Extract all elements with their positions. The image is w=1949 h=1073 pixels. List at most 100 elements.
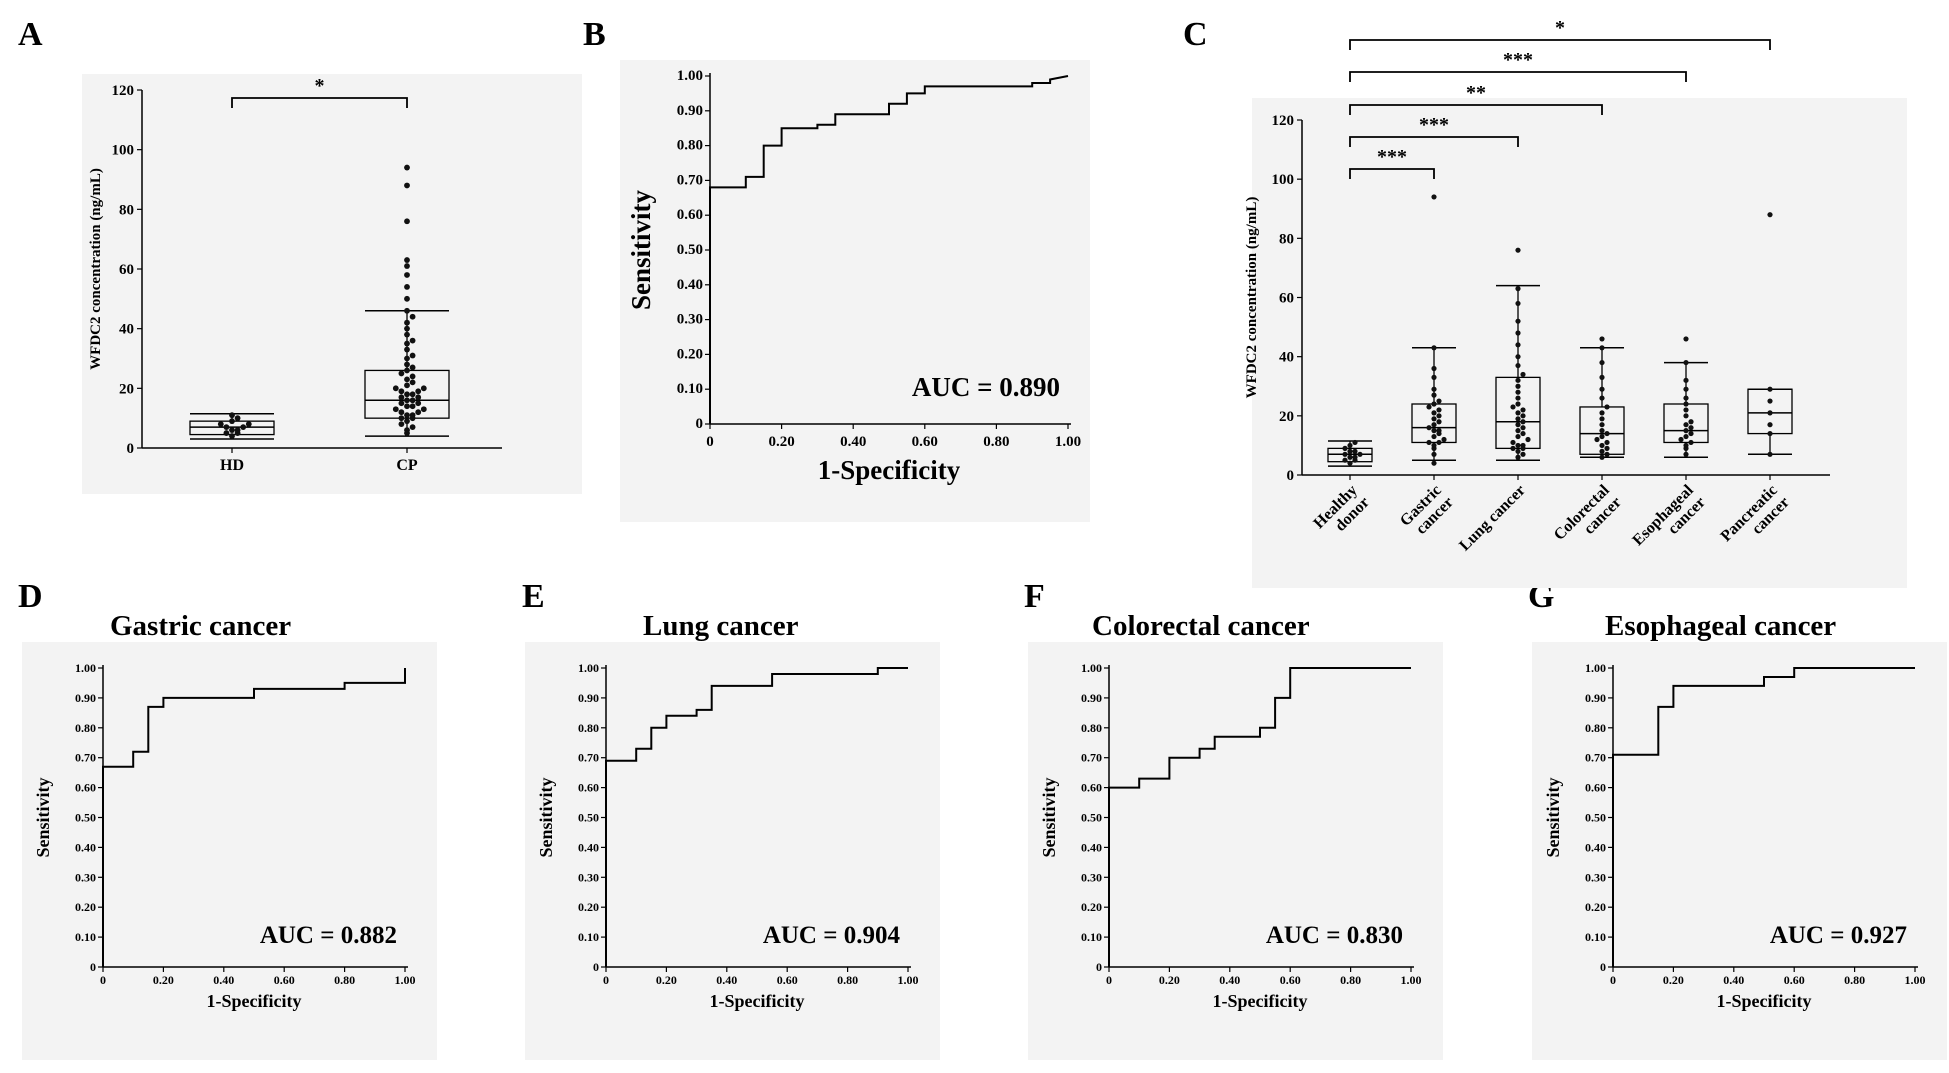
y-tick-label: 1.00 (578, 661, 599, 675)
panel-letter-a: A (18, 16, 43, 53)
significance-bracket (1349, 104, 1603, 115)
data-point (1688, 419, 1694, 425)
data-point (409, 403, 416, 410)
data-point (409, 397, 416, 404)
data-point (404, 307, 410, 314)
data-point (1683, 336, 1689, 342)
data-point (1431, 428, 1437, 434)
data-point (409, 373, 416, 380)
data-point (1599, 374, 1605, 380)
data-point (1767, 451, 1773, 457)
data-point (1599, 416, 1605, 422)
data-point (409, 337, 416, 344)
data-point (1515, 410, 1521, 416)
y-tick-label: 0.30 (1585, 870, 1606, 884)
x-tick-label: 1.00 (395, 973, 416, 987)
data-point (1683, 359, 1689, 366)
data-point (404, 164, 410, 171)
significance-label: *** (1377, 146, 1407, 168)
roc-curve (1612, 667, 1915, 967)
y-tick-label: 0.10 (75, 930, 96, 944)
panel-letter-b: B (583, 16, 606, 53)
data-point (1683, 422, 1689, 428)
data-point (1431, 442, 1437, 449)
y-tick-label: 0.50 (75, 811, 96, 825)
data-point (229, 433, 235, 439)
panel-letter-f: F (1024, 578, 1045, 615)
data-point (1678, 436, 1684, 443)
data-point (1683, 413, 1689, 419)
data-point (1347, 460, 1353, 466)
data-point (229, 412, 235, 419)
data-point (1683, 451, 1689, 457)
box (1495, 376, 1541, 450)
auc-label: AUC = 0.904 (763, 922, 901, 949)
data-point (1767, 398, 1773, 404)
y-tick-label: 0.70 (578, 751, 599, 765)
significance-label: * (1555, 17, 1565, 39)
data-point (1515, 247, 1521, 253)
data-point (1767, 386, 1773, 392)
y-tick-label: 0.90 (1585, 691, 1606, 705)
data-point (1431, 460, 1437, 466)
significance-bracket (1349, 168, 1435, 179)
data-point (1515, 428, 1521, 434)
data-point (404, 325, 410, 332)
data-point (1515, 342, 1521, 348)
data-point (1515, 442, 1521, 449)
x-tick-label: 0 (1610, 973, 1616, 987)
data-point (1347, 442, 1353, 449)
y-tick-label: 0.90 (578, 691, 599, 705)
plot-background (1028, 642, 1443, 1060)
data-point (415, 400, 422, 407)
y-tick-label: 0.90 (1081, 691, 1102, 705)
panel-title-g: Esophageal cancer (1605, 610, 1837, 642)
data-point (1515, 454, 1521, 460)
data-point (1431, 433, 1437, 440)
x-tick-label: 0 (100, 973, 106, 987)
data-point (392, 385, 399, 392)
data-point (1683, 386, 1689, 392)
data-point (1599, 422, 1605, 428)
x-tick-label: 0.60 (274, 973, 295, 987)
data-point (1604, 404, 1610, 410)
y-tick-label: 0.50 (1081, 811, 1102, 825)
data-point (1683, 377, 1689, 383)
data-point (409, 379, 416, 386)
data-point (1767, 430, 1773, 437)
data-point (1599, 345, 1605, 351)
data-point (1515, 318, 1521, 324)
data-point (1431, 345, 1437, 351)
y-axis-label: WFDC2 concentration (ng/mL) (88, 168, 104, 370)
data-point (1599, 359, 1605, 366)
data-point (1515, 286, 1521, 292)
y-tick-label: 0.20 (677, 346, 703, 362)
y-tick-label: 80 (119, 202, 134, 218)
y-tick-label: 0.10 (1585, 930, 1606, 944)
data-point (223, 424, 230, 431)
data-point (1431, 365, 1437, 372)
data-point (1515, 354, 1521, 360)
y-tick-label: 100 (112, 143, 135, 159)
data-point (1604, 430, 1610, 437)
data-point (409, 352, 416, 359)
x-tick-label: 0.80 (334, 973, 355, 987)
data-point (409, 364, 416, 371)
auc-label: AUC = 0.830 (1266, 922, 1403, 949)
data-point (398, 409, 405, 416)
y-tick-label: 0.20 (1585, 900, 1606, 914)
x-tick-label: 0.80 (1340, 973, 1361, 987)
panel-letter-c: C (1183, 16, 1208, 53)
data-point (1515, 401, 1521, 407)
plot-background (620, 60, 1090, 522)
data-point (409, 391, 416, 398)
y-tick-label: 0 (1600, 960, 1606, 974)
y-tick-label: 0.50 (677, 242, 703, 258)
y-axis-label: Sensitivity (626, 189, 656, 310)
y-tick-label: 0 (127, 441, 135, 457)
data-point (1520, 371, 1526, 378)
plot-background (525, 642, 940, 1060)
y-axis-label: Sensitivity (1543, 777, 1563, 857)
data-point (1515, 422, 1521, 428)
x-tick-label: 0.40 (213, 973, 234, 987)
